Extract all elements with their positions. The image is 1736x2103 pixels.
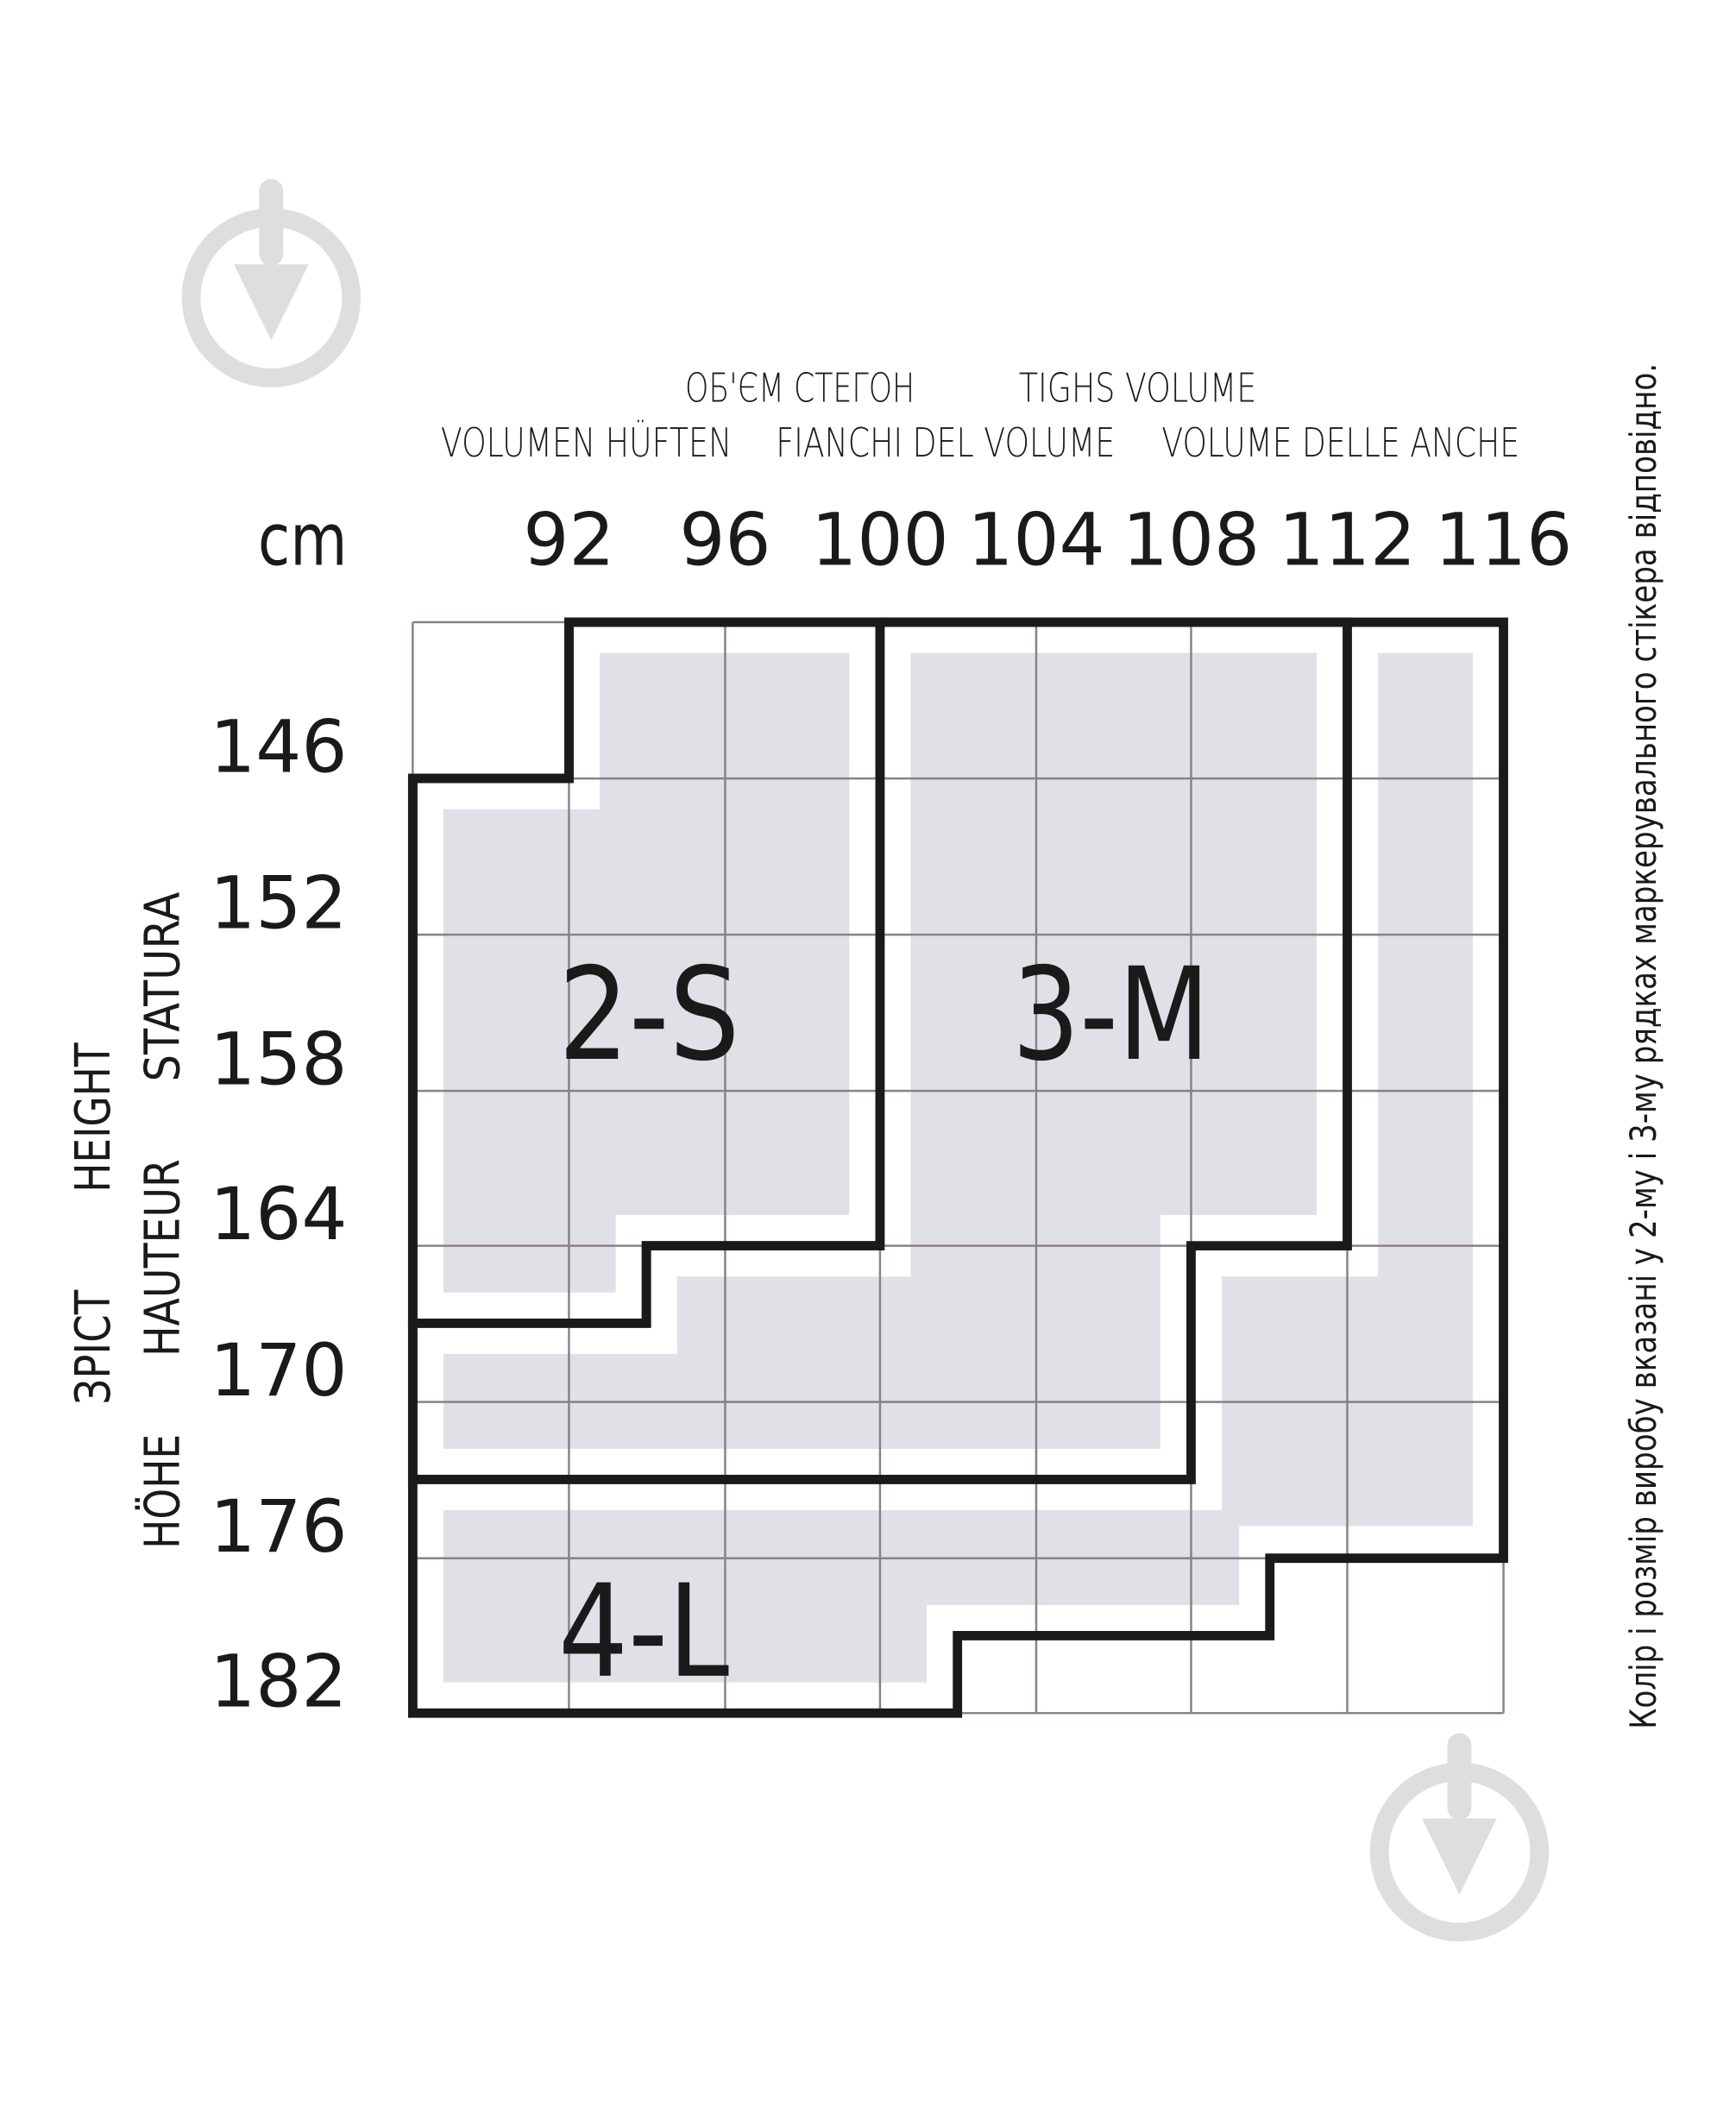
header-hip-volume-ua: ОБ'ЄМ СТЕГОН: [685, 365, 915, 412]
header-hip-volume-de: VOLUMEN HÜFTEN: [441, 419, 732, 466]
fill-3-m: [443, 652, 1317, 1449]
height-label-it: STATURA: [135, 892, 192, 1082]
watermark-pin-icon: [1369, 1733, 1550, 1942]
hip-tick-label: 100: [811, 498, 948, 582]
header-hip-volume-it: FIANCHI DEL VOLUME: [776, 419, 1115, 466]
height-tick-label: 170: [210, 1328, 347, 1413]
height-label-ua: ЗРІСТ: [66, 1289, 122, 1405]
height-tick-label: 158: [210, 1017, 347, 1101]
size-label-3-m: 3-M: [1012, 941, 1210, 1090]
hip-ticks: 92 96 100 104 108 112 116: [523, 498, 1572, 582]
height-tick-label: 152: [210, 860, 347, 945]
height-label-de: HÖHE: [135, 1434, 192, 1549]
note-text: Колір і розмір виробу вказані у 2-му і 3…: [1622, 363, 1664, 1729]
height-ticks: 146 152 158 164 170 176 182: [210, 704, 347, 1723]
height-tick-label: 146: [210, 704, 347, 789]
size-label-4-l: 4-L: [558, 1558, 729, 1707]
height-tick-label: 176: [210, 1484, 347, 1569]
hip-tick-label: 112: [1279, 498, 1416, 582]
hip-tick-label: 96: [679, 498, 771, 582]
height-label-en: HEIGHT: [66, 1042, 122, 1193]
watermark-pin-icon: [181, 179, 362, 387]
hip-tick-label: 116: [1435, 498, 1572, 582]
size-fills: [443, 652, 1473, 1683]
fill-4-l: [443, 652, 1473, 1683]
height-label-fr: HAUTEUR: [135, 1159, 192, 1357]
outline-3-m: [407, 617, 1352, 1484]
size-label-2-s: 2-S: [558, 941, 739, 1090]
fill-2-s: [443, 652, 850, 1293]
height-tick-label: 164: [210, 1172, 347, 1256]
header-hip-volume-it2: VOLUME DELLE ANCHE: [1161, 419, 1519, 466]
unit-label: cm: [258, 498, 348, 582]
hip-tick-label: 92: [523, 498, 614, 582]
header-hip-volume-en: TIGHS VOLUME: [1019, 365, 1256, 412]
hip-tick-label: 104: [967, 498, 1104, 582]
hip-tick-label: 108: [1123, 498, 1260, 582]
outline-all: [407, 617, 1508, 1718]
height-tick-label: 182: [210, 1639, 347, 1723]
